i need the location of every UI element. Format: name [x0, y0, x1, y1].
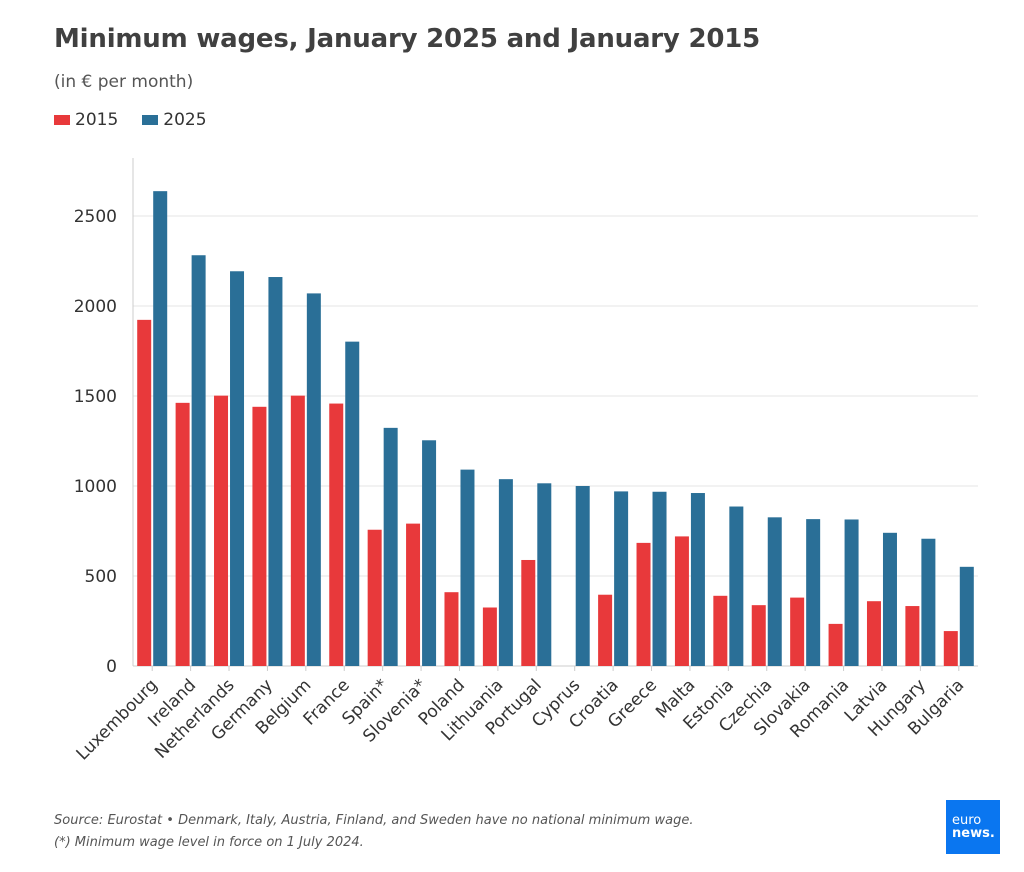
bar-2025-cyprus	[575, 486, 590, 666]
y-tick-label: 2000	[74, 297, 117, 317]
y-tick-label: 2500	[74, 207, 117, 227]
footnote: (*) Minimum wage level in force on 1 Jul…	[54, 835, 364, 850]
bar-2025-croatia	[614, 491, 629, 666]
bar-2015-estonia	[713, 595, 728, 666]
bar-2015-malta	[674, 536, 689, 666]
bar-2015-germany	[252, 406, 267, 666]
bar-2025-france	[345, 341, 360, 666]
bar-2015-ireland	[175, 402, 190, 666]
chart-title: Minimum wages, January 2025 and January …	[54, 24, 761, 54]
y-tick-label: 1500	[74, 387, 117, 407]
bar-2025-spain	[383, 427, 398, 666]
y-tick-label: 0	[106, 657, 117, 677]
logo-text-line2: news.	[952, 826, 995, 841]
euronews-logo: euro news.	[946, 800, 1000, 854]
bar-2015-poland	[444, 592, 459, 666]
legend-swatch-2025	[142, 115, 159, 125]
bar-2025-greece	[652, 491, 667, 666]
legend-label-2015: 2015	[75, 110, 119, 130]
bar-2015-luxembourg	[137, 319, 152, 666]
y-tick-label: 500	[85, 567, 117, 587]
bar-2025-lithuania	[498, 479, 513, 666]
bar-2015-romania	[828, 623, 843, 666]
bar-2015-croatia	[598, 594, 613, 666]
bar-2025-slovenia	[422, 440, 437, 666]
legend: 2015 2025	[54, 110, 231, 130]
bar-2025-bulgaria	[959, 566, 974, 666]
chart-footer: Source: Eurostat • Denmark, Italy, Austr…	[54, 810, 693, 854]
y-tick-label: 1000	[74, 477, 117, 497]
bar-2015-portugal	[521, 559, 536, 666]
logo-text-line1: euro	[952, 813, 982, 828]
bar-2025-ireland	[191, 255, 206, 667]
bar-2025-malta	[690, 493, 705, 666]
bar-2015-slovakia	[790, 597, 805, 666]
bar-2025-estonia	[729, 506, 744, 666]
bar-2015-latvia	[866, 601, 881, 666]
bar-2015-slovenia	[406, 523, 421, 666]
bar-chart: 05001000150020002500LuxembourgIrelandNet…	[73, 158, 978, 764]
bar-2025-germany	[268, 277, 283, 666]
legend-label-2025: 2025	[163, 110, 207, 130]
chart-subtitle: (in € per month)	[54, 72, 194, 92]
bar-2015-bulgaria	[943, 631, 958, 666]
bar-2025-luxembourg	[153, 191, 168, 666]
bar-2025-czechia	[767, 517, 782, 666]
bar-2025-romania	[844, 519, 859, 666]
bar-2025-poland	[460, 469, 475, 666]
bar-2025-latvia	[882, 532, 897, 666]
bar-2025-belgium	[306, 293, 321, 666]
bar-2015-belgium	[290, 395, 305, 666]
bar-2025-netherlands	[230, 271, 245, 666]
bar-2015-lithuania	[482, 607, 497, 666]
bar-2025-slovakia	[806, 519, 821, 666]
bar-2015-greece	[636, 542, 651, 666]
bar-2015-spain	[367, 529, 382, 666]
source-note: Source: Eurostat • Denmark, Italy, Austr…	[54, 813, 694, 828]
bar-2015-czechia	[751, 605, 766, 666]
legend-item-2025: 2025	[142, 110, 207, 130]
legend-item-2015: 2015	[54, 110, 118, 130]
bar-2025-portugal	[537, 483, 552, 666]
legend-swatch-2015	[54, 115, 70, 125]
bar-2025-hungary	[921, 538, 936, 666]
bar-2015-france	[329, 403, 344, 666]
bar-2015-netherlands	[214, 395, 229, 666]
bar-2015-hungary	[905, 606, 920, 666]
